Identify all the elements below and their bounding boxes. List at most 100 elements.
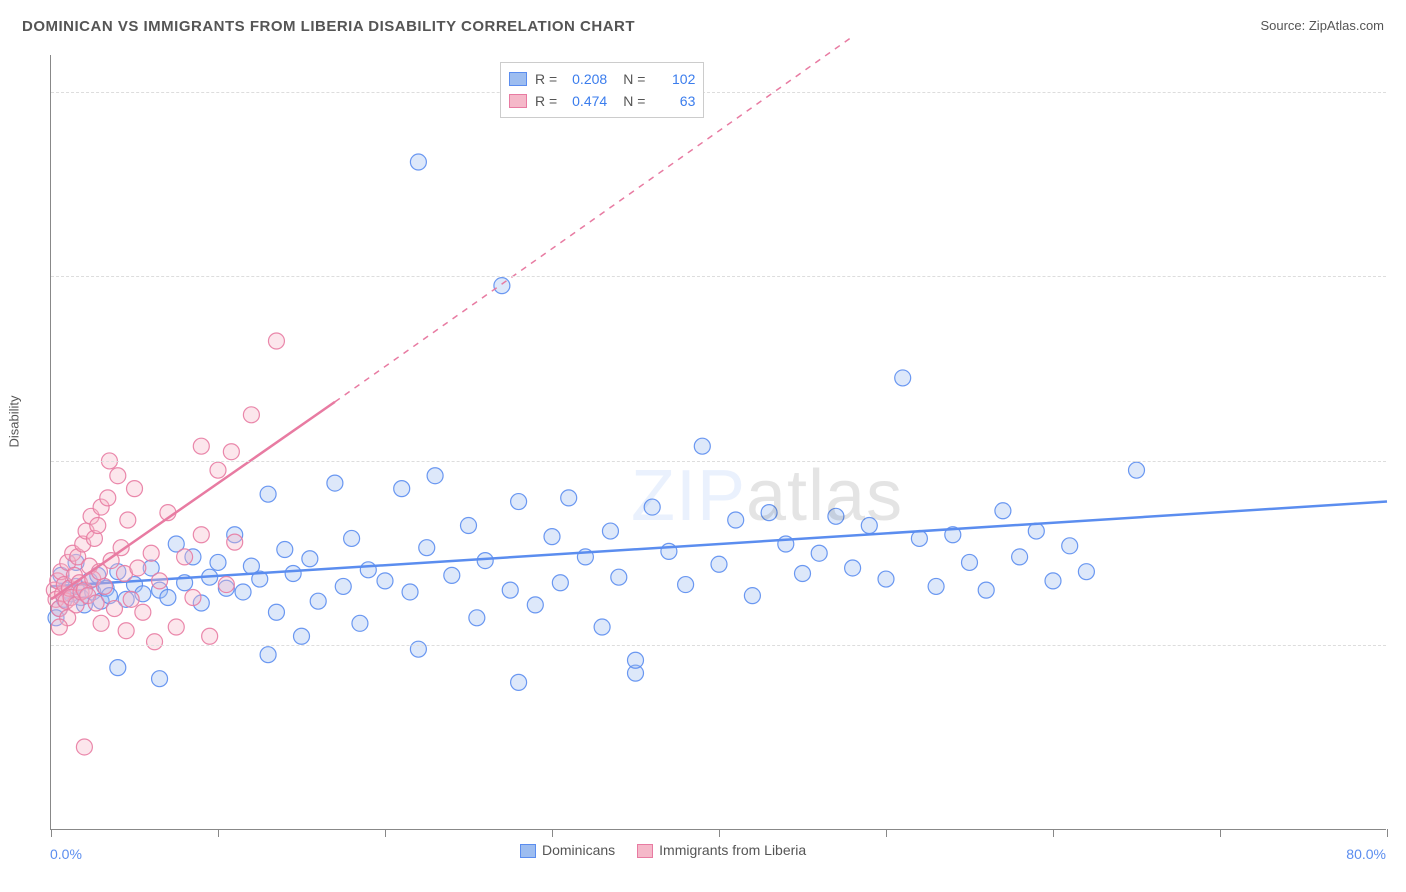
scatter-point (210, 554, 226, 570)
plot-area: ZIPatlas 10.0%20.0%30.0%40.0% (50, 55, 1386, 830)
scatter-point (402, 584, 418, 600)
scatter-point (928, 578, 944, 594)
scatter-point (552, 575, 568, 591)
stats-legend-row: R =0.208N =102 (509, 68, 695, 90)
scatter-point (193, 438, 209, 454)
scatter-point (344, 530, 360, 546)
scatter-point (469, 610, 485, 626)
x-tick (1053, 829, 1054, 837)
scatter-point (106, 601, 122, 617)
scatter-point (544, 529, 560, 545)
stat-n-value: 63 (653, 93, 695, 109)
x-axis-min-label: 0.0% (50, 846, 82, 862)
source-label: Source: ZipAtlas.com (1260, 18, 1384, 33)
scatter-point (235, 584, 251, 600)
stat-r-value: 0.208 (565, 71, 607, 87)
scatter-point (268, 604, 284, 620)
scatter-point (51, 619, 67, 635)
stats-legend-row: R = 0.474 N = 63 (509, 90, 695, 112)
scatter-point (100, 490, 116, 506)
gridline-h (51, 645, 1386, 646)
stat-n-label: N = (623, 71, 645, 87)
scatter-point (561, 490, 577, 506)
scatter-point (268, 333, 284, 349)
watermark: ZIPatlas (631, 455, 903, 537)
legend-swatch (509, 94, 527, 108)
scatter-point (285, 566, 301, 582)
scatter-point (678, 577, 694, 593)
scatter-point (377, 573, 393, 589)
scatter-point (502, 582, 518, 598)
x-tick (218, 829, 219, 837)
x-tick (385, 829, 386, 837)
scatter-point (477, 553, 493, 569)
scatter-point (120, 512, 136, 528)
legend-item: Dominicans (520, 842, 615, 858)
chart-container: DOMINICAN VS IMMIGRANTS FROM LIBERIA DIS… (0, 0, 1406, 892)
watermark-atlas: atlas (746, 456, 903, 536)
x-tick (552, 829, 553, 837)
scatter-point (302, 551, 318, 567)
scatter-point (327, 475, 343, 491)
scatter-point (811, 545, 827, 561)
scatter-point (1012, 549, 1028, 565)
scatter-point (444, 567, 460, 583)
stat-r-label: R = (535, 71, 557, 87)
scatter-point (88, 595, 104, 611)
scatter-point (527, 597, 543, 613)
scatter-point (90, 518, 106, 534)
scatter-point (1078, 564, 1094, 580)
legend-swatch (520, 844, 536, 858)
x-tick (719, 829, 720, 837)
scatter-point (352, 615, 368, 631)
scatter-point (461, 518, 477, 534)
scatter-point (795, 566, 811, 582)
scatter-point (1028, 523, 1044, 539)
scatter-point (227, 534, 243, 550)
scatter-point (628, 652, 644, 668)
scatter-point (93, 615, 109, 631)
scatter-point (878, 571, 894, 587)
scatter-point (895, 370, 911, 386)
gridline-h (51, 276, 1386, 277)
stat-r-label: R = (535, 93, 557, 109)
scatter-point (410, 641, 426, 657)
scatter-point (744, 588, 760, 604)
scatter-point (294, 628, 310, 644)
watermark-zip: ZIP (631, 456, 746, 536)
scatter-point (210, 462, 226, 478)
scatter-point (243, 407, 259, 423)
stats-legend: R =0.208N =102R =0.474N =63 (500, 62, 704, 118)
scatter-point (130, 560, 146, 576)
scatter-point (127, 481, 143, 497)
scatter-point (110, 660, 126, 676)
scatter-point (123, 591, 139, 607)
scatter-point (223, 444, 239, 460)
legend-label: Dominicans (542, 842, 615, 858)
scatter-point (177, 549, 193, 565)
scatter-point (419, 540, 435, 556)
stat-n-label: N = (623, 93, 645, 109)
scatter-point (1062, 538, 1078, 554)
scatter-point (410, 154, 426, 170)
scatter-point (962, 554, 978, 570)
x-tick (1387, 829, 1388, 837)
scatter-point (135, 604, 151, 620)
gridline-h (51, 92, 1386, 93)
scatter-point (594, 619, 610, 635)
chart-title: DOMINICAN VS IMMIGRANTS FROM LIBERIA DIS… (22, 18, 635, 35)
scatter-point (602, 523, 618, 539)
y-axis-title: Disability (7, 395, 22, 447)
gridline-h (51, 461, 1386, 462)
scatter-point (427, 468, 443, 484)
scatter-point (110, 468, 126, 484)
scatter-point (277, 542, 293, 558)
chart-svg (51, 55, 1386, 829)
scatter-point (1045, 573, 1061, 589)
scatter-point (310, 593, 326, 609)
scatter-point (511, 674, 527, 690)
scatter-point (76, 739, 92, 755)
x-tick (886, 829, 887, 837)
stat-r-value: 0.474 (565, 93, 607, 109)
scatter-point (845, 560, 861, 576)
